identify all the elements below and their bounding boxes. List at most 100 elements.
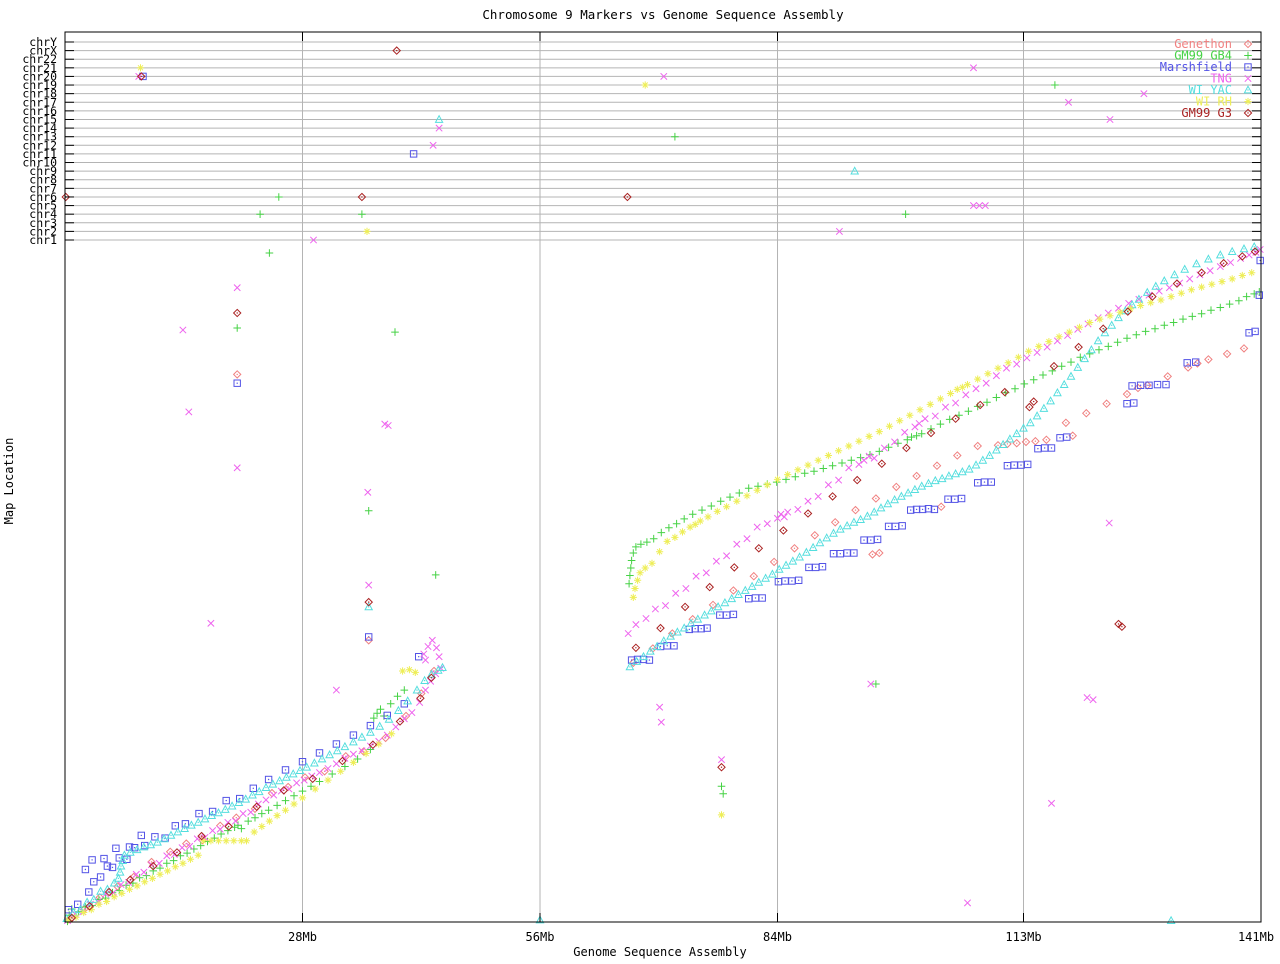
- tng-point: [1023, 354, 1031, 362]
- gm99_gb4-point: [1235, 296, 1243, 305]
- marshfield-point: [1034, 445, 1042, 453]
- wi_rh-point: [64, 916, 73, 924]
- wi_yac-point: [420, 675, 430, 684]
- data-points-layer: [61, 46, 1264, 926]
- tng-band-point-chr21: [969, 64, 978, 72]
- wi_rh-point: [1075, 323, 1084, 331]
- tng-point: [992, 372, 1000, 380]
- wi_rh-point: [265, 817, 273, 825]
- tng-band-point-chr14: [435, 124, 443, 132]
- wi_yac-point: [207, 810, 217, 819]
- wi_rh-point: [631, 584, 639, 593]
- wi_yac-band-point-chr15: [434, 114, 444, 123]
- marshfield-point: [930, 505, 939, 514]
- gm99_g3-point: [951, 414, 960, 424]
- axis-layer: 28Mb 56Mb 84Mb 113Mb 141Mb chrYchrXchr22chr21…: [22, 31, 1274, 944]
- wi_yac-point: [998, 439, 1008, 449]
- wi_yac-point: [317, 754, 327, 763]
- tng-point: [784, 508, 792, 516]
- wi_yac-point: [706, 606, 716, 615]
- wi_rh-point: [1126, 305, 1135, 313]
- gm99_gb4-point: [1029, 375, 1038, 384]
- marshfield-point: [867, 536, 875, 544]
- y-tick-label-chr20: chr20: [22, 69, 57, 83]
- y-tick-label-chr16: chr16: [22, 104, 57, 118]
- legend-item-wi_yac: WI YAC: [1189, 83, 1253, 97]
- gm99_gb4-band-point-chr4: [901, 210, 910, 218]
- genethon-point: [708, 600, 718, 610]
- y-tick-label-chr9: chr9: [29, 164, 57, 178]
- wi_yac-point: [325, 750, 335, 759]
- wi_rh-point: [290, 800, 298, 808]
- gm99_gb4-point: [632, 543, 640, 551]
- wi_yac-point: [903, 488, 913, 497]
- legend-marker-gm99_g3: [1243, 108, 1253, 118]
- wi_yac-point: [693, 614, 703, 623]
- genethon-point: [871, 494, 881, 503]
- wi_yac-point: [822, 533, 832, 542]
- wi_yac-point: [220, 804, 230, 813]
- gm99_gb4-point: [431, 571, 440, 579]
- wi_yac-point: [727, 593, 737, 603]
- marshfield-point: [88, 856, 96, 864]
- tng-point: [962, 391, 970, 399]
- wi_rh-point: [946, 389, 955, 398]
- legend-label-tng: TNG: [1210, 72, 1232, 86]
- marshfield-point: [332, 740, 341, 748]
- tng-point: [358, 747, 366, 755]
- tng-point: [408, 709, 416, 717]
- genethon-point: [1222, 349, 1232, 359]
- marshfield-point: [850, 549, 858, 557]
- marshfield-point: [1130, 399, 1138, 407]
- tng-point: [1206, 267, 1214, 275]
- gm99_gb4-point: [1132, 330, 1141, 339]
- wi_rh-point: [686, 523, 694, 531]
- wi_rh-point: [655, 548, 664, 556]
- marshfield-point: [81, 865, 90, 874]
- tng-point: [682, 584, 690, 593]
- marshfield-point: [1256, 256, 1264, 265]
- marshfield-point: [1023, 460, 1032, 469]
- genethon-point: [1031, 436, 1040, 446]
- tng-point: [233, 464, 241, 472]
- tng-point: [1245, 251, 1253, 259]
- wi_yac-point: [1166, 915, 1176, 924]
- genethon-point: [936, 502, 946, 512]
- wi_yac-point: [686, 618, 696, 627]
- wi_rh-point: [1116, 308, 1124, 316]
- wi_rh-point: [230, 837, 238, 845]
- marshfield-point: [281, 766, 290, 774]
- tng-point: [432, 644, 441, 652]
- wi_rh-point: [281, 806, 290, 814]
- gm99_g3-point: [1237, 252, 1247, 261]
- y-tick-label-chr3: chr3: [29, 216, 57, 230]
- gm99_gb4-point: [156, 864, 164, 872]
- gm99_g3-point: [338, 756, 347, 766]
- wi_rh-point: [118, 889, 126, 898]
- gm99_gb4-point: [1020, 380, 1029, 388]
- wi_rh-point: [222, 837, 230, 845]
- wi_rh-point: [722, 503, 731, 511]
- marshfield-band-point-chr20: [139, 72, 147, 81]
- wi_yac-point: [146, 840, 156, 849]
- gm99_g3-point: [779, 526, 788, 535]
- wi_yac-point: [118, 855, 128, 864]
- x-tick-label: 56Mb: [526, 930, 555, 944]
- wi_yac-point: [1142, 287, 1152, 296]
- wi_rh-point: [72, 913, 80, 921]
- wi_yac-point: [659, 636, 669, 645]
- wi_rh-point: [199, 837, 207, 845]
- wi_yac-point: [384, 714, 394, 723]
- wi_yac-point: [186, 820, 196, 829]
- wi_rh-point: [633, 576, 642, 584]
- wi_rh-point: [733, 497, 741, 505]
- tng-band-point-chr1: [309, 236, 318, 244]
- tng-point: [435, 653, 443, 661]
- tng-point: [891, 438, 899, 446]
- gm99_g3-point: [172, 848, 182, 857]
- genethon-point: [830, 517, 840, 527]
- wi_yac-point: [930, 475, 940, 485]
- legend-item-tng: TNG: [1210, 72, 1252, 86]
- gm99_g3-point: [364, 597, 374, 607]
- wi_yac-point: [261, 782, 271, 791]
